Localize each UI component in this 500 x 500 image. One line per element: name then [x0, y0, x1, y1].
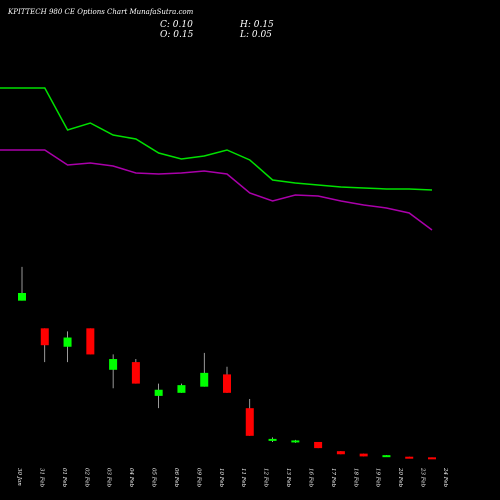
candle-body	[131, 362, 140, 384]
candle-body	[63, 337, 72, 347]
x-tick-label: 30 Jan	[16, 468, 22, 486]
x-tick-label: 20 Feb	[397, 467, 403, 488]
x-tick-label: 04 Feb	[128, 468, 134, 488]
candle-body	[18, 293, 26, 301]
candle-body	[40, 328, 49, 346]
close-value: C: 0.10	[160, 20, 193, 30]
candle-body	[405, 456, 414, 459]
x-tick-label: 16 Feb	[308, 468, 314, 488]
candle-body	[223, 374, 231, 393]
x-tick-label: 10 Feb	[218, 468, 224, 488]
x-tick-label: 13 Feb	[285, 468, 291, 488]
x-tick-label: 11 Feb	[240, 468, 246, 488]
candle-body	[245, 408, 254, 436]
x-tick-label: 19 Feb	[375, 468, 381, 488]
x-tick-label: 09 Feb	[195, 468, 201, 488]
low-value: L: 0.05	[240, 30, 272, 40]
x-tick-label: 06 Feb	[173, 468, 179, 488]
lower-indicator-line	[0, 149, 433, 231]
x-tick-label: 02 Feb	[83, 468, 89, 488]
high-value: H: 0.15	[240, 20, 274, 30]
x-tick-label: 12 Feb	[263, 468, 269, 488]
x-tick-label: 05 Feb	[151, 468, 157, 488]
chart-title: KPITTECH 980 CE Options Chart MunafaSutr…	[8, 8, 194, 16]
x-tick-label: 17 Feb	[330, 468, 336, 488]
candle-body	[314, 441, 323, 449]
candle-body	[336, 451, 345, 455]
candle-body	[86, 328, 95, 355]
x-tick-label: 01 Feb	[61, 468, 67, 488]
open-value: O: 0.15	[160, 30, 194, 40]
candle-body	[359, 453, 368, 457]
x-tick-label: 18 Feb	[352, 468, 358, 488]
upper-indicator-line	[0, 87, 433, 191]
candle-body	[154, 389, 163, 396]
candle-body	[428, 457, 436, 460]
candle-body	[177, 385, 186, 393]
candle-body	[268, 438, 277, 441]
x-tick-label: 24 Feb	[442, 467, 448, 488]
x-tick-label: 03 Feb	[106, 468, 112, 488]
candle-body	[291, 440, 300, 443]
candle-body	[382, 455, 391, 458]
x-tick-label: 31 Feb	[38, 468, 44, 488]
x-tick-label: 23 Feb	[420, 467, 426, 488]
candle-body	[200, 372, 209, 387]
candle-body	[109, 359, 118, 370]
